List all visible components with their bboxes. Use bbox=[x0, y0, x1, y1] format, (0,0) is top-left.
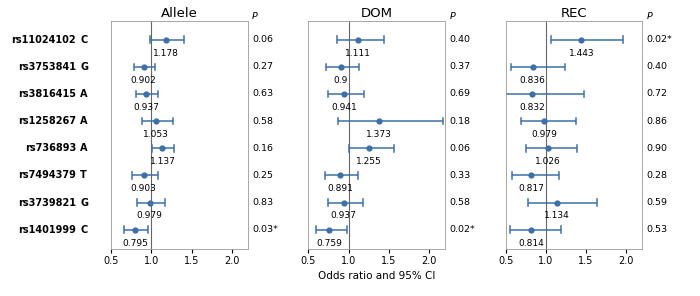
Text: C: C bbox=[80, 225, 88, 235]
Text: 0.02*: 0.02* bbox=[449, 225, 475, 234]
Text: 0.33: 0.33 bbox=[449, 171, 470, 180]
Text: 0.902: 0.902 bbox=[131, 76, 157, 85]
Title: DOM: DOM bbox=[360, 7, 393, 20]
Text: 0.58: 0.58 bbox=[449, 198, 470, 207]
Text: 1.443: 1.443 bbox=[568, 49, 594, 58]
Text: 1.255: 1.255 bbox=[356, 157, 382, 166]
Text: 0.37: 0.37 bbox=[449, 62, 470, 71]
Text: 0.836: 0.836 bbox=[519, 76, 545, 85]
Text: 0.16: 0.16 bbox=[252, 144, 273, 153]
Text: 1.373: 1.373 bbox=[365, 130, 391, 139]
Text: 0.83: 0.83 bbox=[252, 198, 273, 207]
Text: 0.58: 0.58 bbox=[252, 117, 273, 126]
Title: Allele: Allele bbox=[161, 7, 198, 20]
Text: P: P bbox=[646, 12, 652, 21]
Text: 0.814: 0.814 bbox=[518, 239, 544, 247]
Text: 0.759: 0.759 bbox=[316, 239, 342, 247]
Text: rs11024102: rs11024102 bbox=[11, 35, 76, 45]
Text: 0.27: 0.27 bbox=[252, 62, 273, 71]
Text: 0.28: 0.28 bbox=[646, 171, 667, 180]
Text: 0.903: 0.903 bbox=[131, 184, 157, 193]
Text: 0.90: 0.90 bbox=[646, 144, 667, 153]
Text: 0.937: 0.937 bbox=[134, 103, 160, 112]
Text: 0.979: 0.979 bbox=[531, 130, 557, 139]
Text: 1.178: 1.178 bbox=[153, 49, 178, 58]
Text: A: A bbox=[80, 143, 88, 153]
Text: P: P bbox=[449, 12, 455, 21]
Text: 0.891: 0.891 bbox=[327, 184, 353, 193]
Text: 0.25: 0.25 bbox=[252, 171, 273, 180]
Text: rs3816415: rs3816415 bbox=[18, 89, 76, 99]
Text: 0.06: 0.06 bbox=[252, 35, 273, 44]
Title: REC: REC bbox=[561, 7, 587, 20]
Text: 1.134: 1.134 bbox=[544, 211, 569, 221]
Text: C: C bbox=[80, 35, 88, 45]
Text: 0.40: 0.40 bbox=[646, 62, 667, 71]
Text: rs7494379: rs7494379 bbox=[18, 170, 76, 180]
Text: G: G bbox=[80, 62, 88, 72]
Text: 0.941: 0.941 bbox=[331, 103, 357, 112]
Text: 0.937: 0.937 bbox=[330, 211, 356, 221]
Text: 0.63: 0.63 bbox=[252, 89, 273, 99]
Text: 0.69: 0.69 bbox=[449, 89, 470, 99]
Text: 0.86: 0.86 bbox=[646, 117, 667, 126]
Text: T: T bbox=[80, 170, 87, 180]
Text: rs1258267: rs1258267 bbox=[18, 116, 76, 126]
Text: 0.53: 0.53 bbox=[646, 225, 668, 234]
Text: 1.026: 1.026 bbox=[535, 157, 561, 166]
Text: G: G bbox=[80, 197, 88, 207]
Text: 0.72: 0.72 bbox=[646, 89, 667, 99]
Text: 0.59: 0.59 bbox=[646, 198, 667, 207]
Text: 0.9: 0.9 bbox=[333, 76, 348, 85]
Text: 0.03*: 0.03* bbox=[252, 225, 278, 234]
Text: rs3753841: rs3753841 bbox=[18, 62, 76, 72]
Text: 1.137: 1.137 bbox=[150, 157, 176, 166]
Text: 0.40: 0.40 bbox=[449, 35, 470, 44]
Text: rs3739821: rs3739821 bbox=[18, 197, 76, 207]
Text: rs736893: rs736893 bbox=[25, 143, 76, 153]
Text: 0.817: 0.817 bbox=[518, 184, 544, 193]
Text: 0.979: 0.979 bbox=[136, 211, 162, 221]
Text: 1.053: 1.053 bbox=[143, 130, 169, 139]
Text: 0.18: 0.18 bbox=[449, 117, 470, 126]
Text: A: A bbox=[80, 89, 88, 99]
Text: 0.795: 0.795 bbox=[122, 239, 148, 247]
Text: 0.832: 0.832 bbox=[519, 103, 545, 112]
Text: 1.111: 1.111 bbox=[344, 49, 370, 58]
Text: 0.06: 0.06 bbox=[449, 144, 470, 153]
Text: 0.02*: 0.02* bbox=[646, 35, 672, 44]
Text: A: A bbox=[80, 116, 88, 126]
Text: P: P bbox=[252, 12, 258, 21]
X-axis label: Odds ratio and 95% CI: Odds ratio and 95% CI bbox=[318, 271, 435, 281]
Text: rs1401999: rs1401999 bbox=[18, 225, 76, 235]
